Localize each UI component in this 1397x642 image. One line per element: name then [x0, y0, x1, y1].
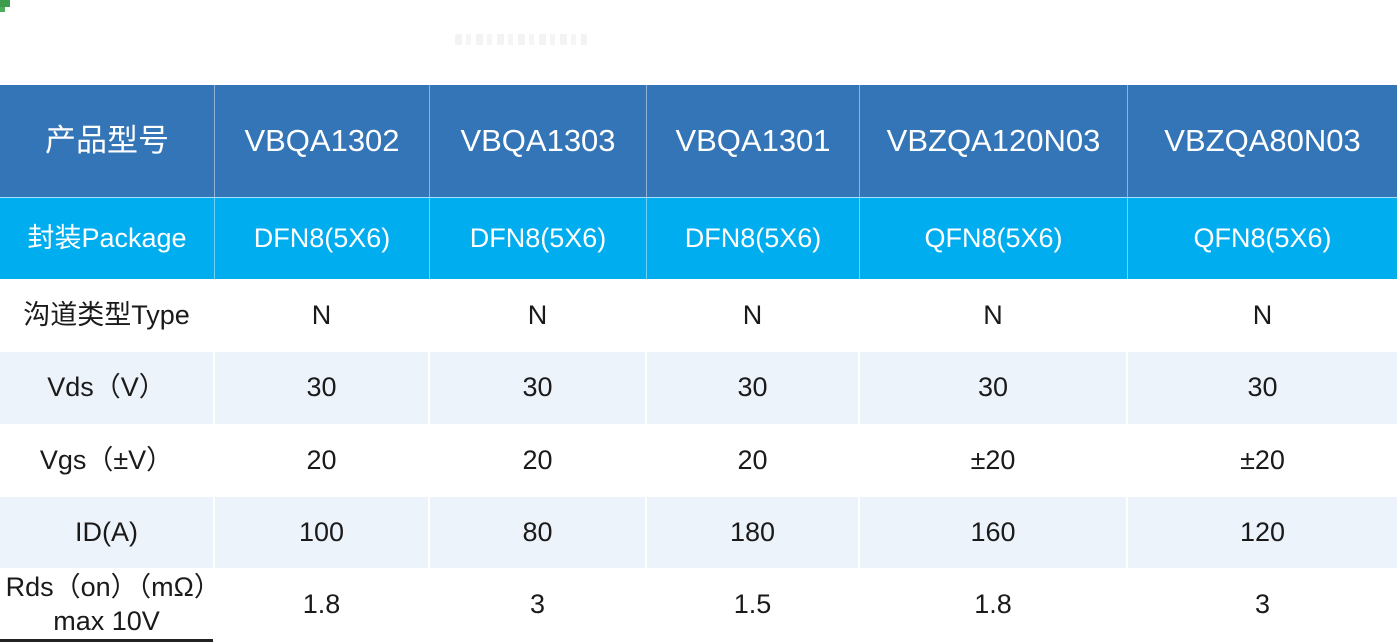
row-label-cell: Vds（V）	[0, 352, 215, 424]
faint-watermark	[455, 34, 587, 45]
row-label-cell: 沟道类型Type	[0, 279, 215, 352]
value-cell: 160	[860, 497, 1128, 568]
value-cell: QFN8(5X6)	[860, 197, 1128, 279]
table-row: Vds（V） 30 30 30 30 30	[0, 352, 1397, 424]
value-cell: 1.5	[647, 568, 860, 642]
column-header-2: VBQA1303	[430, 85, 647, 197]
corner-header-cell: 产品型号	[0, 85, 215, 197]
bottom-edge-line	[0, 639, 213, 642]
value-cell: 3	[1128, 568, 1397, 642]
table-row: 封装Package DFN8(5X6) DFN8(5X6) DFN8(5X6) QFN8…	[0, 197, 1397, 279]
value-cell: 180	[647, 497, 860, 568]
table-row: ID(A) 100 80 180 160 120	[0, 497, 1397, 568]
value-cell: 80	[430, 497, 647, 568]
product-spec-table: 产品型号 VBQA1302 VBQA1303 VBQA1301 VBZQA120N03 V…	[0, 85, 1397, 642]
value-cell: ±20	[1128, 424, 1397, 497]
value-cell: ±20	[860, 424, 1128, 497]
value-cell: 1.8	[860, 568, 1128, 642]
value-cell: 100	[215, 497, 430, 568]
table-row: Rds（on）（mΩ）max 10V 1.8 3 1.5 1.8 3	[0, 568, 1397, 642]
value-cell: 20	[430, 424, 647, 497]
table-header-row: 产品型号 VBQA1302 VBQA1303 VBQA1301 VBZQA120N03 V…	[0, 85, 1397, 197]
row-label-cell: Rds（on）（mΩ）max 10V	[0, 568, 215, 642]
value-cell: 30	[860, 352, 1128, 424]
column-header-3: VBQA1301	[647, 85, 860, 197]
value-cell: QFN8(5X6)	[1128, 197, 1397, 279]
value-cell: DFN8(5X6)	[215, 197, 430, 279]
value-cell: 30	[430, 352, 647, 424]
table-row: Vgs（±V） 20 20 20 ±20 ±20	[0, 424, 1397, 497]
row-label-cell: 封装Package	[0, 197, 215, 279]
value-cell: N	[215, 279, 430, 352]
value-cell: N	[860, 279, 1128, 352]
value-cell: 20	[215, 424, 430, 497]
value-cell: DFN8(5X6)	[647, 197, 860, 279]
column-header-4: VBZQA120N03	[860, 85, 1128, 197]
row-label-cell: ID(A)	[0, 497, 215, 568]
value-cell: 3	[430, 568, 647, 642]
green-corner-mark	[0, 0, 10, 12]
value-cell: 30	[215, 352, 430, 424]
value-cell: DFN8(5X6)	[430, 197, 647, 279]
value-cell: 30	[647, 352, 860, 424]
value-cell: N	[647, 279, 860, 352]
column-header-5: VBZQA80N03	[1128, 85, 1397, 197]
table-row: 沟道类型Type N N N N N	[0, 279, 1397, 352]
value-cell: 1.8	[215, 568, 430, 642]
value-cell: 30	[1128, 352, 1397, 424]
value-cell: N	[430, 279, 647, 352]
value-cell: 120	[1128, 497, 1397, 568]
value-cell: N	[1128, 279, 1397, 352]
value-cell: 20	[647, 424, 860, 497]
column-header-1: VBQA1302	[215, 85, 430, 197]
row-label-cell: Vgs（±V）	[0, 424, 215, 497]
